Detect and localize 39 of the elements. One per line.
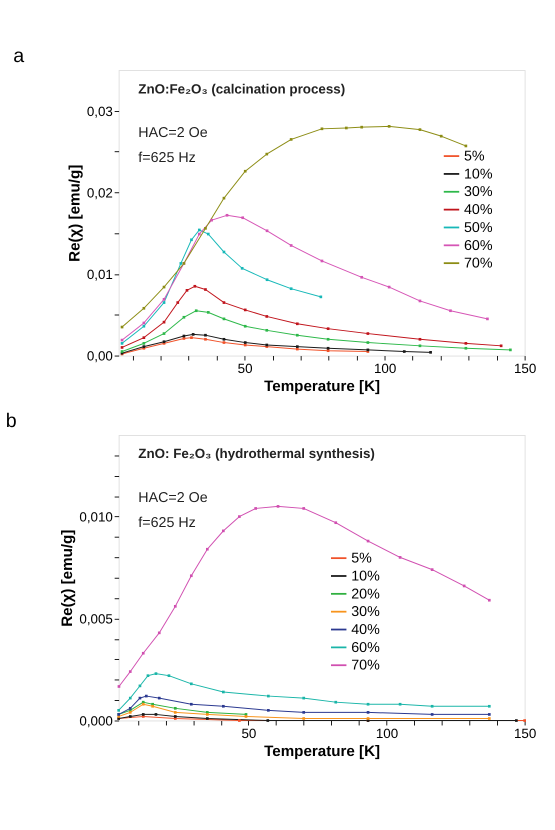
annotation: HAC=2 Oe bbox=[138, 124, 208, 141]
legend-label: 20% bbox=[351, 586, 380, 602]
legend-label: 40% bbox=[351, 622, 380, 638]
y-tick-label: 0,00 bbox=[86, 348, 113, 364]
y-axis-title: Re(χ) [emu/g] bbox=[59, 530, 76, 627]
x-tick-label: 150 bbox=[514, 726, 536, 741]
legend-label: 5% bbox=[464, 148, 485, 165]
x-tick-label: 100 bbox=[376, 726, 398, 741]
legend-label: 50% bbox=[464, 220, 493, 236]
legend-label: 60% bbox=[351, 640, 380, 656]
x-tick-label: 50 bbox=[241, 726, 256, 741]
y-tick-label: 0,000 bbox=[79, 713, 113, 728]
text: a bbox=[13, 45, 24, 68]
y-tick-label: 0,01 bbox=[86, 266, 113, 282]
annotation: HAC=2 Oe bbox=[138, 490, 208, 506]
annotation: f=625 Hz bbox=[138, 150, 196, 166]
y-tick-label: 0,005 bbox=[79, 611, 113, 626]
annotation: f=625 Hz bbox=[138, 514, 196, 531]
x-axis-title: Temperature [K] bbox=[264, 378, 380, 395]
text: ZnO: Fe₂O₃ (hydrothermal synthesis) bbox=[138, 446, 375, 462]
legend-label: 5% bbox=[351, 550, 372, 567]
x-tick-label: 150 bbox=[514, 361, 536, 376]
x-tick-label: 50 bbox=[238, 361, 253, 376]
x-tick-label: 100 bbox=[374, 361, 396, 376]
text: ZnO:Fe₂O₃ (calcination process) bbox=[138, 81, 346, 96]
y-tick-label: 0,010 bbox=[79, 510, 113, 524]
legend-label: 30% bbox=[351, 604, 380, 620]
legend-label: 70% bbox=[351, 658, 380, 674]
y-axis-title: Re(χ) [emu/g] bbox=[66, 164, 84, 262]
legend-label: 60% bbox=[464, 238, 493, 254]
y-tick-label: 0,03 bbox=[86, 104, 113, 119]
y-tick-label: 0,02 bbox=[86, 185, 113, 200]
legend-label: 30% bbox=[464, 184, 493, 200]
legend-label: 10% bbox=[351, 568, 380, 584]
legend-label: 70% bbox=[464, 256, 493, 272]
legend-label: 10% bbox=[464, 166, 493, 182]
legend-label: 40% bbox=[464, 202, 493, 218]
text: b bbox=[6, 410, 17, 432]
x-axis-title: Temperature [K] bbox=[264, 742, 380, 760]
